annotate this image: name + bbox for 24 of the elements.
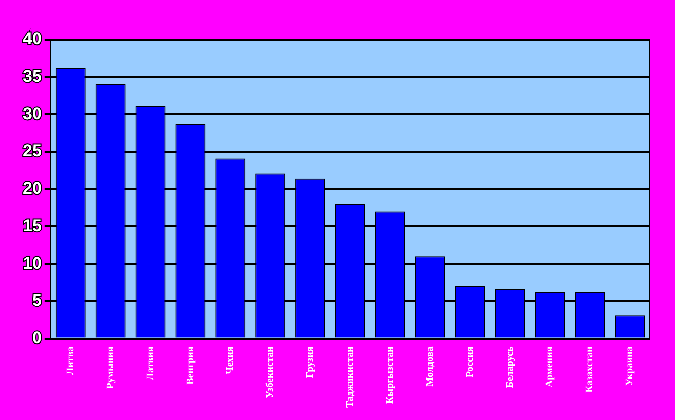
x-tick-label: Беларусь [504, 346, 516, 388]
x-tick-label: Казахстан [584, 346, 596, 393]
y-tick-label: 5 [32, 291, 42, 310]
y-tick-label: 35 [22, 67, 42, 86]
x-tick-label: Грузия [305, 346, 316, 378]
y-tick-label: 25 [22, 142, 42, 161]
y-tick-label: 10 [22, 254, 42, 273]
x-tick-label: Литва [65, 346, 76, 376]
y-tick-label: 15 [22, 216, 42, 236]
x-tick-label: Таджикистан [345, 346, 356, 408]
x-tick-label: Венгрия [185, 346, 196, 385]
x-tick-label: Молдова [424, 346, 436, 387]
x-tick-label: Россия [464, 346, 476, 378]
y-tick-label: 20 [22, 179, 42, 198]
x-tick-label: Узбекистан [265, 346, 276, 398]
x-tick-label: Румыния [105, 346, 116, 390]
x-tick-label: Кыргызстан [384, 346, 396, 404]
x-tick-label: Латвия [145, 346, 156, 380]
y-tick-label: 40 [22, 30, 42, 49]
x-tick-label: Армения [544, 346, 556, 388]
x-tick-label: Украина [624, 346, 636, 386]
x-tick-label: Чехия [225, 346, 236, 374]
y-tick-label: 0 [32, 328, 42, 348]
y-tick-label: 30 [22, 104, 42, 124]
